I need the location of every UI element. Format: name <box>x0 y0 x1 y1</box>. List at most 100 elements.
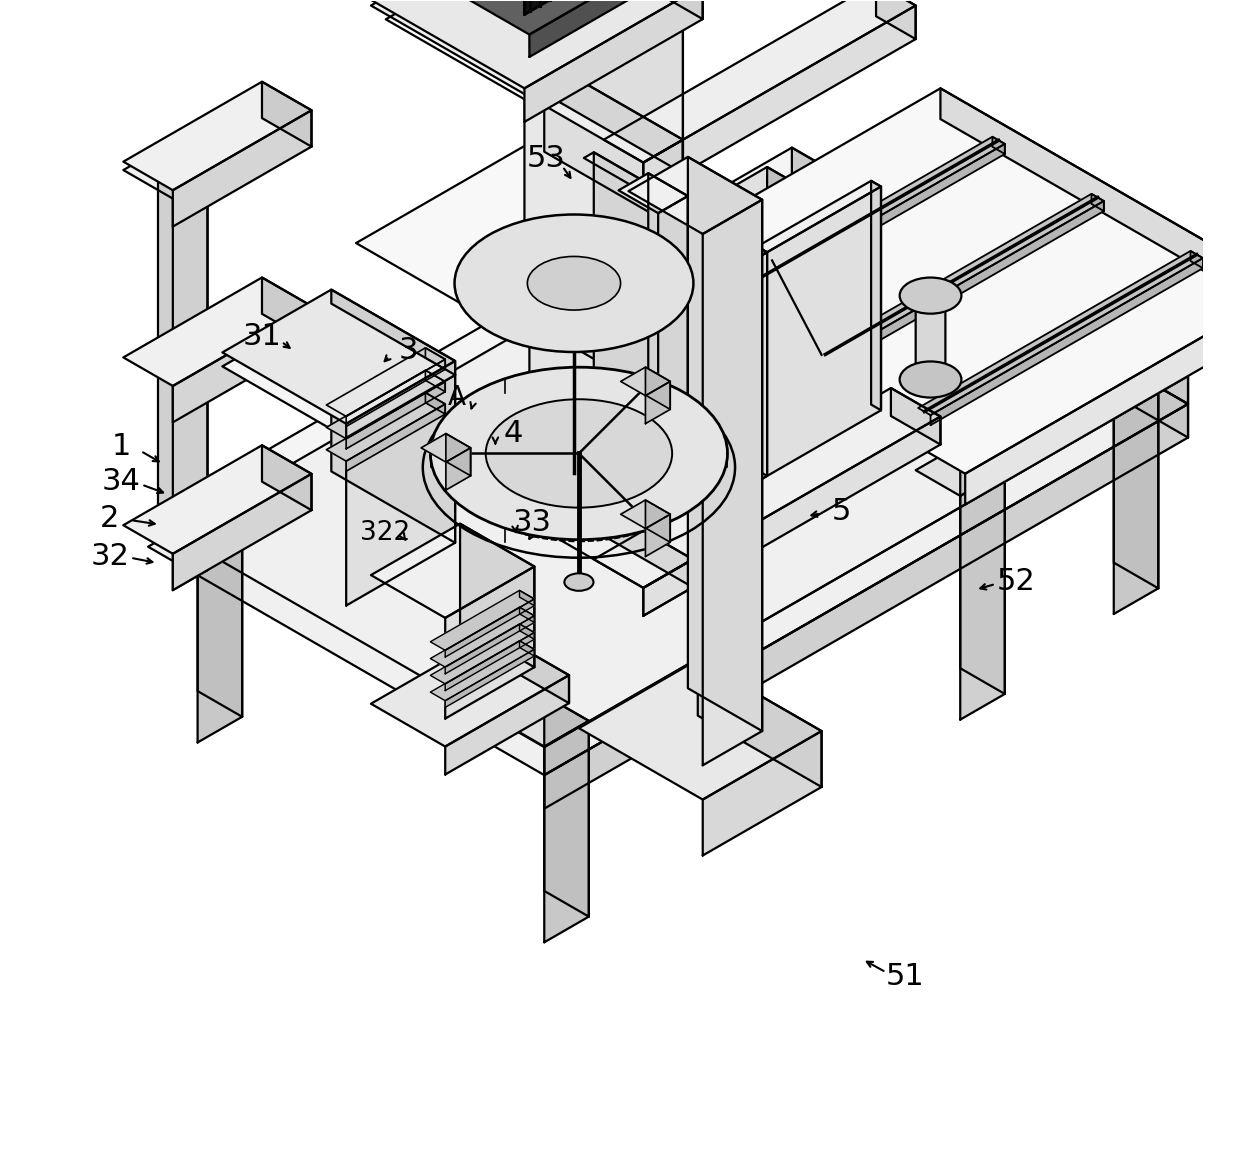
Polygon shape <box>579 660 822 800</box>
Polygon shape <box>148 147 1188 748</box>
Polygon shape <box>172 179 207 590</box>
Polygon shape <box>371 402 693 588</box>
Polygon shape <box>386 0 683 99</box>
Polygon shape <box>425 370 445 391</box>
Polygon shape <box>529 235 718 538</box>
Polygon shape <box>930 258 1203 425</box>
Polygon shape <box>544 721 589 943</box>
Polygon shape <box>604 0 915 162</box>
Polygon shape <box>621 500 670 529</box>
Polygon shape <box>544 0 703 19</box>
Polygon shape <box>875 0 915 39</box>
Text: A: A <box>448 384 466 411</box>
Polygon shape <box>172 306 311 423</box>
Polygon shape <box>1238 311 1240 559</box>
Polygon shape <box>520 607 534 623</box>
Polygon shape <box>768 193 812 415</box>
Polygon shape <box>663 299 708 548</box>
Ellipse shape <box>564 573 594 591</box>
Polygon shape <box>445 633 534 690</box>
Polygon shape <box>723 167 812 218</box>
Polygon shape <box>420 402 693 588</box>
Polygon shape <box>446 447 471 491</box>
Polygon shape <box>346 375 455 605</box>
Polygon shape <box>430 590 534 651</box>
Polygon shape <box>646 382 670 424</box>
Polygon shape <box>157 150 207 570</box>
Polygon shape <box>460 523 534 667</box>
Ellipse shape <box>527 257 620 310</box>
Polygon shape <box>915 445 1004 496</box>
Ellipse shape <box>455 215 693 352</box>
Polygon shape <box>644 559 693 616</box>
Polygon shape <box>371 632 569 746</box>
Polygon shape <box>326 392 445 461</box>
Polygon shape <box>918 251 1203 415</box>
Polygon shape <box>646 367 670 409</box>
Polygon shape <box>445 675 569 774</box>
Polygon shape <box>529 0 653 57</box>
Polygon shape <box>346 404 445 471</box>
Polygon shape <box>544 376 1188 776</box>
Polygon shape <box>346 360 445 426</box>
Text: 4: 4 <box>503 419 522 449</box>
Polygon shape <box>544 695 589 917</box>
Polygon shape <box>658 196 688 481</box>
Polygon shape <box>915 287 945 388</box>
Polygon shape <box>895 113 985 165</box>
Text: 1: 1 <box>112 432 131 461</box>
Polygon shape <box>148 175 1188 776</box>
Polygon shape <box>326 348 445 417</box>
Polygon shape <box>619 89 1240 474</box>
Polygon shape <box>748 181 880 258</box>
Polygon shape <box>703 200 763 765</box>
Polygon shape <box>940 89 1240 319</box>
Polygon shape <box>153 495 242 547</box>
Polygon shape <box>792 175 1188 438</box>
Polygon shape <box>644 140 683 196</box>
Polygon shape <box>371 523 534 618</box>
Polygon shape <box>445 649 534 708</box>
Polygon shape <box>172 474 311 590</box>
Polygon shape <box>792 147 1188 404</box>
Polygon shape <box>644 417 940 616</box>
Polygon shape <box>262 82 311 147</box>
Polygon shape <box>495 632 569 703</box>
Polygon shape <box>520 641 534 656</box>
Ellipse shape <box>430 367 728 540</box>
Polygon shape <box>410 0 683 173</box>
Text: 31: 31 <box>243 322 281 352</box>
Polygon shape <box>758 187 880 481</box>
Polygon shape <box>445 599 534 658</box>
Polygon shape <box>123 445 311 554</box>
Polygon shape <box>940 113 985 363</box>
Text: 33: 33 <box>513 508 552 537</box>
Polygon shape <box>1069 367 1158 418</box>
Polygon shape <box>646 514 670 556</box>
Polygon shape <box>1091 194 1104 211</box>
Polygon shape <box>197 495 242 717</box>
Polygon shape <box>356 134 718 343</box>
Polygon shape <box>1114 367 1158 589</box>
Polygon shape <box>646 500 670 542</box>
Polygon shape <box>594 152 768 475</box>
Polygon shape <box>346 361 455 438</box>
Polygon shape <box>197 521 242 743</box>
Polygon shape <box>619 273 708 325</box>
Polygon shape <box>525 0 614 14</box>
Polygon shape <box>1238 285 1240 534</box>
Polygon shape <box>1114 392 1158 614</box>
Polygon shape <box>371 0 683 162</box>
Polygon shape <box>619 173 688 214</box>
Text: 3: 3 <box>398 336 418 366</box>
Polygon shape <box>430 624 534 684</box>
Polygon shape <box>1190 251 1203 269</box>
Polygon shape <box>1193 285 1240 336</box>
Text: 32: 32 <box>91 542 129 570</box>
Polygon shape <box>172 110 311 227</box>
Polygon shape <box>520 624 534 639</box>
Polygon shape <box>720 137 1004 301</box>
Text: 51: 51 <box>887 962 925 992</box>
Polygon shape <box>525 8 683 324</box>
Polygon shape <box>820 194 1104 359</box>
